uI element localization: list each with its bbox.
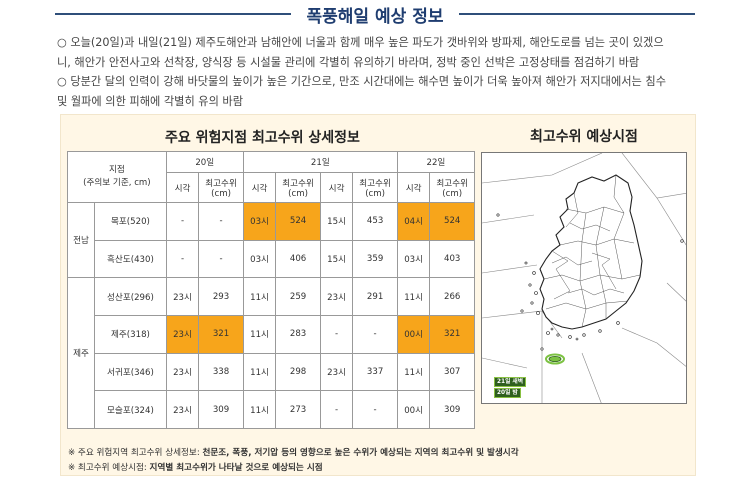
jeju-highlight xyxy=(548,355,562,362)
level-cell: 259 xyxy=(275,277,321,317)
time-cell: 11시 xyxy=(242,277,277,317)
level-cell: 321 xyxy=(198,315,244,354)
time-cell: 11시 xyxy=(242,315,277,354)
header-time: 시각 xyxy=(165,172,200,203)
region-cell: 전남 xyxy=(66,201,96,279)
time-cell: 23시 xyxy=(319,352,354,392)
table-row: 모슬포(324) 23시 309 11시 273- -00시 309 xyxy=(68,390,475,430)
level-cell: 524 xyxy=(429,202,475,241)
page-title: 폭풍해일 예상 정보 xyxy=(306,6,444,27)
header-time: 시각 xyxy=(319,172,354,203)
time-cell: 23시 xyxy=(165,352,200,392)
level-cell: 266 xyxy=(429,277,475,317)
time-cell: - xyxy=(319,390,354,430)
table-row: 서귀포(346) 23시 338 11시 298 23시 337 11시 307 xyxy=(68,352,475,392)
header-max-level: 최고수위 (cm) xyxy=(198,172,244,203)
table-row: 전남 목포(520) - -03시 524 15시 453 04시 524 xyxy=(66,201,475,279)
level-cell: 453 xyxy=(352,202,398,241)
level-cell: 307 xyxy=(429,352,475,392)
notice-text: ○ 오늘(20일)과 내일(21일) 제주도해안과 남해안에 너울과 함께 매우… xyxy=(57,33,697,111)
korea-map: 21일 새벽 20일 밤 xyxy=(481,152,687,404)
level-cell: 403 xyxy=(429,239,475,279)
time-cell: 03시 xyxy=(242,202,277,241)
time-cell: 23시 xyxy=(165,315,200,354)
header-line-left xyxy=(55,13,291,15)
time-cell: 15시 xyxy=(319,239,354,279)
level-cell: 359 xyxy=(352,239,398,279)
map-title: 최고수위 예상시점 xyxy=(530,129,638,145)
time-cell: 23시 xyxy=(165,390,200,430)
level-cell: - xyxy=(352,390,398,430)
level-cell: 309 xyxy=(429,390,475,430)
level-cell: 337 xyxy=(352,352,398,392)
level-cell: - xyxy=(198,202,244,241)
table-row: 제주 성산포(296) 23시 293 11시 259 23시 291 11시 266 xyxy=(66,277,475,430)
time-cell: 03시 xyxy=(242,239,277,279)
header-max-level: 최고수위 (cm) xyxy=(429,172,475,203)
notice-line: ○ 당분간 달의 인력이 강해 바닷물의 높이가 높은 기간으로, 만조 시간대… xyxy=(57,75,666,88)
time-cell: 23시 xyxy=(165,277,200,317)
site-cell: 제주(318) xyxy=(94,315,167,354)
tide-table: 지점 (주의보 기준, cm) 20일 21일 22일 시각 최고수위 (cm) … xyxy=(66,151,476,430)
table-row: 흑산도(430) - -03시 406 15시 359 03시 403 xyxy=(68,239,475,279)
time-cell: 15시 xyxy=(319,202,354,241)
time-cell: 11시 xyxy=(396,277,431,317)
level-cell: 283 xyxy=(275,315,321,354)
header-site-label: 지점 xyxy=(108,165,125,175)
time-cell: 03시 xyxy=(396,239,431,279)
time-cell: 00시 xyxy=(396,390,431,430)
header-line-right xyxy=(459,13,695,15)
table-title: 주요 위험지점 최고수위 상세정보 xyxy=(165,130,360,146)
header-time: 시각 xyxy=(242,172,277,203)
footnote: ※ 주요 위험지역 최고수위 상세정보: 천문조, 폭풍, 저기압 등의 영향으… xyxy=(68,448,519,458)
level-cell: 321 xyxy=(429,315,475,354)
site-cell: 흑산도(430) xyxy=(94,239,167,279)
time-cell: 11시 xyxy=(242,352,277,392)
time-cell: - xyxy=(165,202,200,241)
table-row: 제주(318) 23시 321 11시 283- -00시 321 xyxy=(68,315,475,354)
time-cell: - xyxy=(165,239,200,279)
level-cell: 273 xyxy=(275,390,321,430)
header-day: 22일 xyxy=(396,151,476,173)
site-cell: 서귀포(346) xyxy=(94,352,167,392)
notice-line: 및 월파에 의한 피해에 각별히 유의 바람 xyxy=(57,94,244,108)
notice-line: ○ 오늘(20일)과 내일(21일) 제주도해안과 남해안에 너울과 함께 매우… xyxy=(57,36,664,49)
district-boundaries xyxy=(543,174,641,328)
level-cell: - xyxy=(352,315,398,354)
map-label-dawn: 21일 새벽 xyxy=(494,377,527,387)
footnote: ※ 최고수위 예상시점: 지역별 최고수위가 나타날 것으로 예상되는 시점 xyxy=(68,463,323,473)
notice-line: 니, 해안가 안전사고와 선착장, 양식장 등 시설물 관리에 각별히 유의하기… xyxy=(57,55,640,69)
site-cell: 모슬포(324) xyxy=(94,390,167,430)
header-site-note: (주의보 기준, cm) xyxy=(83,178,151,188)
footnotes: ※ 주요 위험지역 최고수위 상세정보: 천문조, 폭풍, 저기압 등의 영향으… xyxy=(68,446,693,476)
header-time: 시각 xyxy=(396,172,431,203)
korea-map-svg xyxy=(482,153,686,403)
header-day: 21일 xyxy=(242,151,398,173)
header-max-level: 최고수위 (cm) xyxy=(352,172,398,203)
peninsula-shape xyxy=(539,174,643,330)
time-cell: 11시 xyxy=(242,390,277,430)
region-cell: 제주 xyxy=(66,277,96,430)
level-cell: 309 xyxy=(198,390,244,430)
site-cell: 목포(520) xyxy=(94,202,167,241)
map-label-night: 20일 밤 xyxy=(494,388,521,398)
site-cell: 성산포(296) xyxy=(94,277,167,317)
time-cell: - xyxy=(319,315,354,354)
level-cell: 338 xyxy=(198,352,244,392)
time-cell: 04시 xyxy=(396,202,431,241)
level-cell: 291 xyxy=(352,277,398,317)
level-cell: 293 xyxy=(198,277,244,317)
level-cell: 524 xyxy=(275,202,321,241)
level-cell: - xyxy=(198,239,244,279)
small-islands xyxy=(496,213,684,351)
page-header: 폭풍해일 예상 정보 xyxy=(55,2,695,27)
time-cell: 00시 xyxy=(396,315,431,354)
header-day: 20일 xyxy=(165,151,244,173)
level-cell: 298 xyxy=(275,352,321,392)
time-cell: 23시 xyxy=(319,277,354,317)
header-site: 지점 (주의보 기준, cm) xyxy=(67,151,167,203)
header-max-level: 최고수위 (cm) xyxy=(275,172,321,203)
time-cell: 11시 xyxy=(396,352,431,392)
level-cell: 406 xyxy=(275,239,321,279)
